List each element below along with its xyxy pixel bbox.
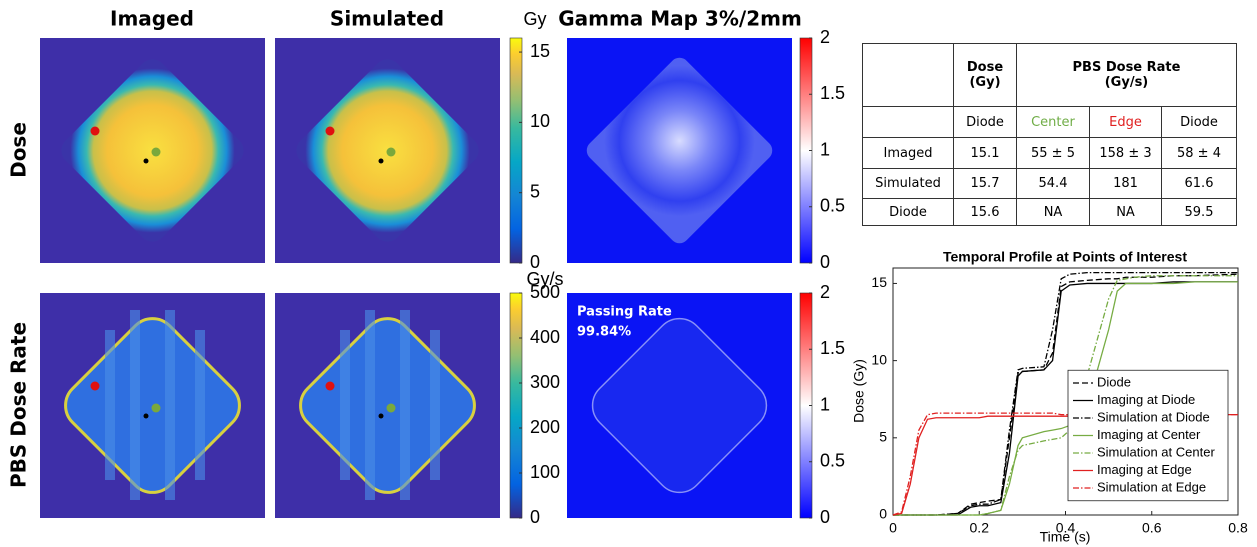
colorbar-tick-label: 0 [820, 252, 830, 272]
colorbar-tick-label: 2 [820, 27, 830, 47]
table-subheader: Diode [1162, 107, 1237, 138]
colorbar-tick-label: 5 [530, 181, 540, 201]
results-table: Dose (Gy) PBS Dose Rate (Gy/s) Diode Cen… [862, 43, 1237, 226]
table-cell: 158 ± 3 [1090, 138, 1162, 169]
colorbar-tick-label: 1 [820, 139, 830, 159]
column-title: Gamma Map 3%/2mm [558, 7, 802, 31]
colorbar-tick-label: 2 [820, 282, 830, 302]
table-subheader: Center [1017, 107, 1090, 138]
colorbar-tick-label: 100 [530, 462, 560, 482]
colorbar-tick-label: 1.5 [820, 83, 845, 103]
x-tick-label: 0.8 [1228, 520, 1248, 536]
table-cell: 15.6 [954, 199, 1017, 226]
legend-label: Imaging at Edge [1097, 462, 1192, 477]
legend-label: Simulation at Edge [1097, 479, 1206, 494]
table-cell: NA [1017, 199, 1090, 226]
legend-label: Simulation at Diode [1097, 409, 1210, 424]
table-cell: Diode [863, 199, 954, 226]
table-cell: 54.4 [1017, 169, 1090, 199]
x-tick-label: 0.2 [970, 520, 990, 536]
colorbar-label: Gy/s [526, 269, 563, 289]
table-cell: 59.5 [1162, 199, 1237, 226]
table-cell: 15.1 [954, 138, 1017, 169]
column-title: Simulated [330, 7, 444, 31]
colorbar-tick-label: 0 [530, 507, 540, 527]
colorbar-tick-label: 0 [820, 507, 830, 527]
y-tick-label: 10 [871, 351, 887, 367]
row-label: PBS Dose Rate [7, 322, 31, 488]
table-subheader: Diode [954, 107, 1017, 138]
page: Imaged Simulated Gamma Map 3%/2mm Dose P… [0, 0, 1257, 547]
table-cell: NA [1090, 199, 1162, 226]
x-tick-label: 0.4 [1056, 520, 1076, 536]
imaged-rate-map [40, 293, 265, 518]
y-tick-label: 5 [879, 429, 887, 445]
table-cell: 61.6 [1162, 169, 1237, 199]
colorbar-label: Gy [523, 9, 546, 29]
x-tick-label: 0.6 [1142, 520, 1162, 536]
annotation: Passing Rate [577, 305, 672, 320]
colorbar [510, 38, 522, 263]
colorbar-tick-label: 200 [530, 417, 560, 437]
colorbar [510, 293, 522, 518]
y-axis-label: Dose (Gy) [851, 359, 867, 423]
legend-label: Imaging at Diode [1097, 392, 1195, 407]
legend-label: Simulation at Center [1097, 444, 1215, 459]
x-tick-label: 0 [889, 520, 897, 536]
colorbar-tick-label: 15 [530, 41, 550, 61]
colorbar-tick-label: 0.5 [820, 451, 845, 471]
imaged-dose-map [40, 38, 265, 263]
table-cell: 55 ± 5 [1017, 138, 1090, 169]
legend-label: Imaging at Center [1097, 427, 1201, 442]
colorbar-tick-label: 300 [530, 372, 560, 392]
table-subheader: Edge [1090, 107, 1162, 138]
legend-label: Diode [1097, 374, 1131, 389]
table-cell: 15.7 [954, 169, 1017, 199]
colorbar-tick-label: 400 [530, 327, 560, 347]
chart-title: Temporal Profile at Points of Interest [943, 249, 1187, 265]
simulated-rate-map [275, 293, 500, 518]
colorbar-tick-label: 10 [530, 111, 550, 131]
table-cell: Imaged [863, 138, 954, 169]
column-title: Imaged [110, 7, 194, 31]
table-cell: 58 ± 4 [1162, 138, 1237, 169]
colorbar-tick-label: 0.5 [820, 196, 845, 216]
gamma-dose-map [567, 38, 792, 263]
colorbar-tick-label: 1.5 [820, 338, 845, 358]
table-header: Dose (Gy) [960, 60, 1010, 90]
table-header: PBS Dose Rate (Gy/s) [1067, 60, 1187, 90]
simulated-dose-map [275, 38, 500, 263]
row-label: Dose [7, 122, 31, 178]
annotation: 99.84% [577, 325, 631, 340]
colorbar-tick-label: 1 [820, 394, 830, 414]
table-cell: Simulated [863, 169, 954, 199]
y-tick-label: 15 [871, 274, 887, 290]
table-cell: 181 [1090, 169, 1162, 199]
y-tick-label: 0 [879, 506, 887, 522]
